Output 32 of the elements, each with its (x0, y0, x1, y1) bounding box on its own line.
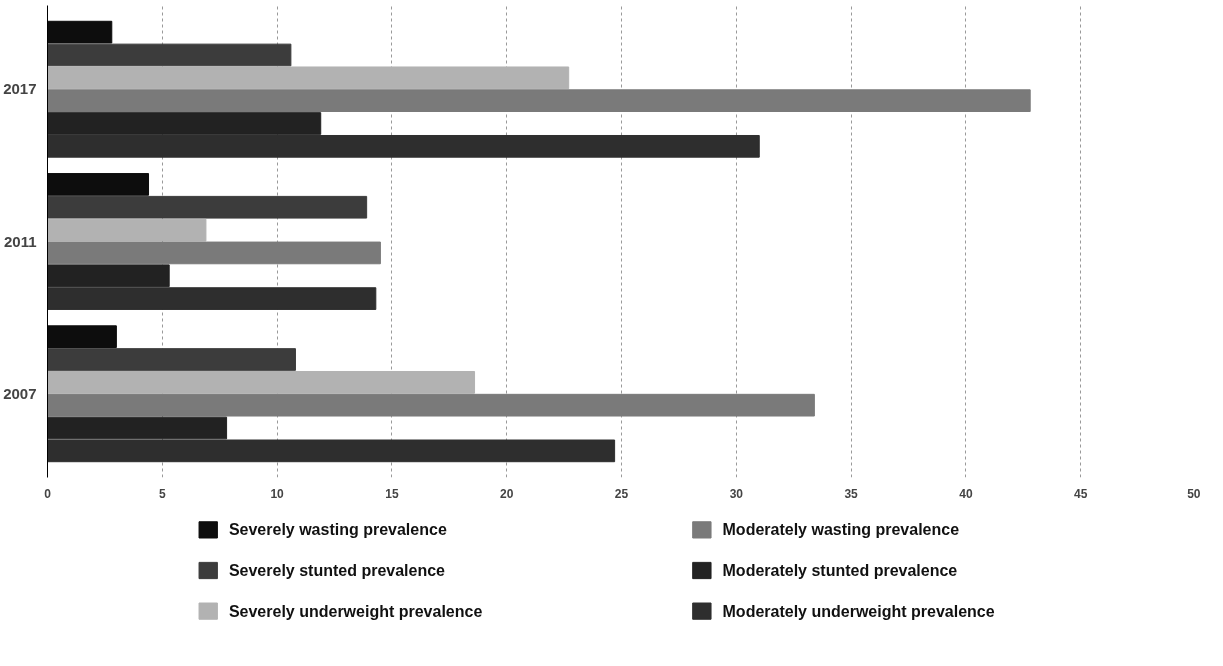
x-tick-label: 0 (44, 486, 52, 501)
bar (47, 393, 815, 417)
bar (47, 348, 296, 371)
x-tick-label: 5 (158, 486, 166, 501)
bar (47, 241, 381, 265)
x-tick-label: 35 (844, 486, 859, 501)
legend-label: Severely wasting prevalence (228, 521, 447, 539)
legend-label: Moderately stunted prevalence (722, 562, 958, 579)
x-tick-label: 50 (1187, 486, 1201, 501)
bar (47, 20, 113, 44)
x-tick-label: 20 (500, 486, 514, 501)
bar (47, 325, 117, 349)
bar (47, 43, 292, 67)
y-tick-label: 2011 (3, 232, 37, 250)
x-tick-label: 45 (1074, 486, 1088, 501)
x-tick-label: 25 (614, 486, 629, 501)
bar (47, 173, 150, 196)
bar (47, 195, 368, 219)
y-tick-label: 2017 (3, 80, 37, 98)
bar (47, 218, 207, 242)
bar (47, 370, 476, 394)
bar (47, 89, 1031, 113)
bar (47, 66, 570, 90)
legend-label: Moderately underweight prevalence (722, 602, 995, 620)
x-tick-label: 15 (385, 486, 399, 501)
x-tick-label: 30 (729, 486, 744, 501)
legend-label: Severely stunted prevalence (228, 562, 446, 579)
y-tick-label: 2007 (3, 384, 37, 402)
x-tick-label: 10 (270, 486, 285, 501)
legend-label: Moderately wasting prevalence (722, 521, 960, 539)
legend-label: Severely underweight prevalence (228, 602, 483, 620)
x-tick-label: 40 (959, 486, 973, 501)
